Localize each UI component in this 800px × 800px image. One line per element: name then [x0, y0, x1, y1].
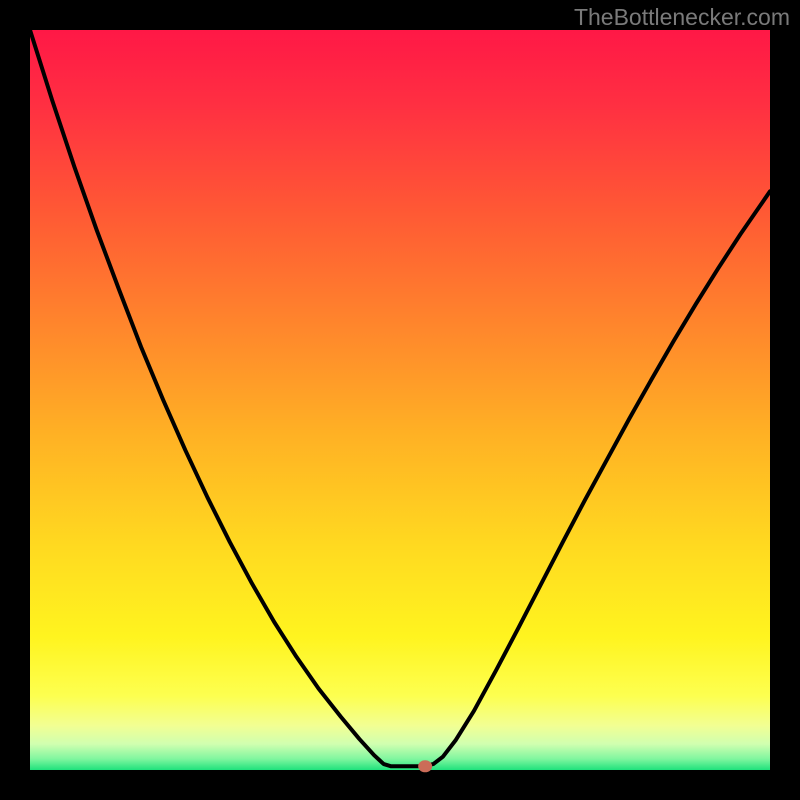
chart-frame: TheBottlenecker.com	[0, 0, 800, 800]
plot-area	[30, 30, 770, 770]
optimum-marker	[419, 761, 432, 772]
curve-layer	[30, 30, 770, 770]
bottleneck-curve	[30, 30, 770, 766]
watermark-text: TheBottlenecker.com	[574, 4, 790, 31]
